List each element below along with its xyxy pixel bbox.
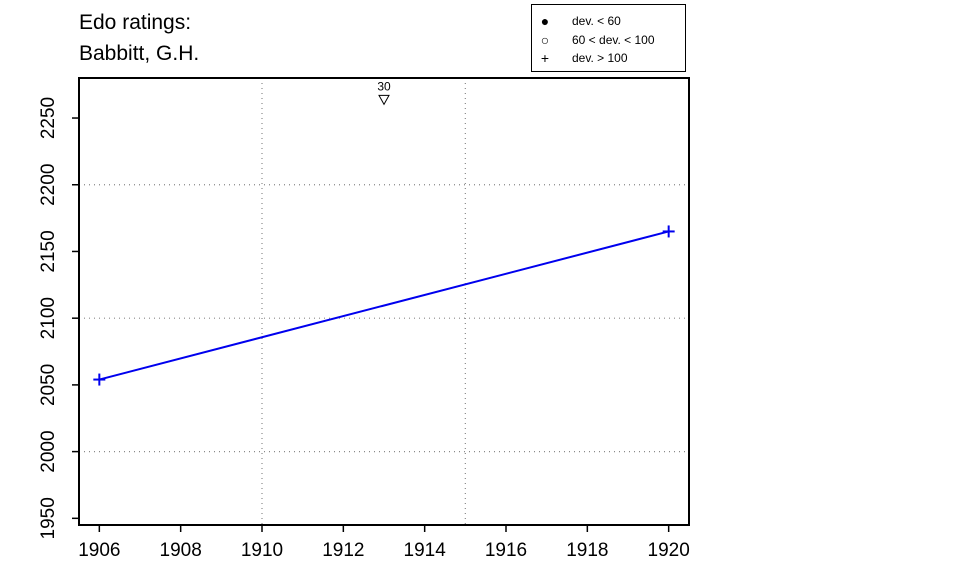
y-tick-label: 2050 [38,364,59,406]
open-circle-icon: ○ [540,32,550,48]
legend-label: dev. < 60 [572,14,621,28]
grid-lines [79,78,689,525]
x-tick-label: 1908 [160,540,202,561]
data-point [662,225,675,238]
filled-circle-icon: ● [540,13,550,29]
legend: ● dev. < 60 ○ 60 < dev. < 100 + dev. > 1… [531,4,686,72]
y-tick-label: 2200 [38,164,59,206]
annotation-label: 30 [377,79,391,93]
plus-icon: + [540,50,550,66]
data-point [93,373,106,386]
x-tick-label: 1912 [322,540,364,561]
series-line [99,230,669,381]
y-tick-label: 2150 [38,230,59,272]
x-tick-label: 1906 [78,540,120,561]
annotation-layer: 30 [377,79,391,106]
legend-item-dev-60-100: ○ 60 < dev. < 100 [532,32,655,48]
series-layer [93,225,675,386]
x-tick-label: 1910 [241,540,283,561]
y-tick-label: 1950 [38,497,59,539]
legend-label: dev. > 100 [572,51,628,65]
open-triangle-down-marker [378,94,390,106]
y-tick-label: 2250 [38,97,59,139]
y-axis: 1950 2000 2050 2100 2150 2200 2250 [38,97,79,539]
chart-title-line-2: Babbitt, G.H. [79,42,200,65]
x-tick-label: 1914 [404,540,447,561]
x-tick-label: 1916 [485,540,527,561]
plot-frame [78,77,690,526]
x-tick-label: 1920 [648,540,690,561]
chart-title-line-1: Edo ratings: [79,11,192,34]
x-axis: 1906 1908 1910 1912 1914 1916 1918 1920 [78,525,690,561]
y-tick-label: 2000 [38,430,59,472]
y-tick-label: 2100 [38,297,59,339]
legend-label: 60 < dev. < 100 [572,33,655,47]
legend-item-dev-gt-100: + dev. > 100 [532,50,628,66]
legend-item-dev-lt-60: ● dev. < 60 [532,13,621,29]
x-tick-label: 1918 [566,540,608,561]
